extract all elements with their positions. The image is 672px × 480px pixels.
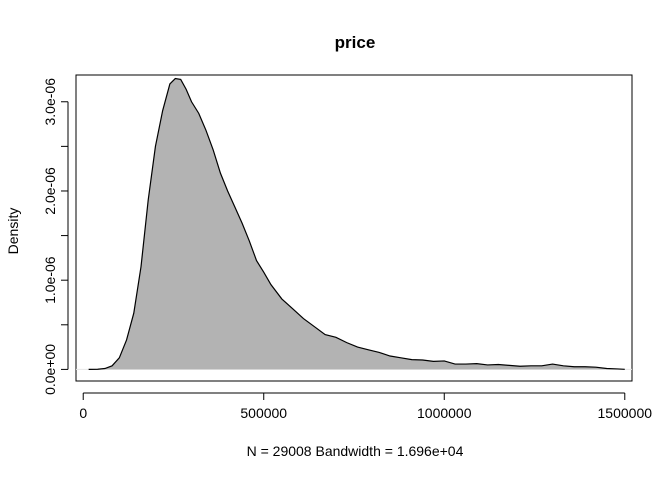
y-tick-label: 2.0e-06 [42,167,58,215]
x-axis: 0 500000 1000000 1500000 [79,392,653,421]
plot-frame [75,74,633,382]
y-tick-label: 3.0e-06 [42,78,58,126]
x-tick-label: 1000000 [417,405,472,421]
density-area [88,78,625,370]
y-axis-label: Density [5,208,21,255]
y-tick-label: 1.0e-06 [42,256,58,304]
x-axis-label: N = 29008 Bandwidth = 1.696e+04 [247,443,464,459]
y-tick-label: 0.0e+00 [42,344,58,395]
x-tick-label: 0 [79,405,87,421]
x-tick-label: 500000 [240,405,287,421]
chart-title: price [335,33,376,52]
x-tick-label: 1500000 [598,405,653,421]
density-curve [88,77,625,370]
y-axis: 0.0e+00 1.0e-06 2.0e-06 3.0e-06 [42,78,69,395]
